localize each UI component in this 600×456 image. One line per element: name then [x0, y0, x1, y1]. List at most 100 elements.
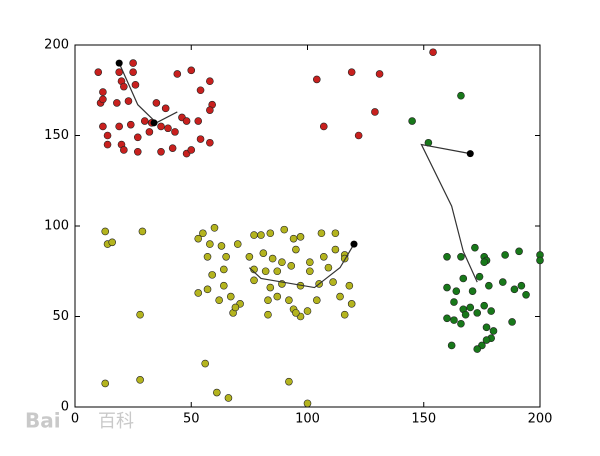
centroid-path — [248, 243, 355, 289]
scatter-point — [208, 271, 216, 279]
scatter-point — [319, 122, 328, 131]
scatter-point — [173, 70, 182, 78]
scatter-point — [199, 229, 207, 238]
scatter-point — [217, 242, 226, 250]
scatter-point — [215, 296, 223, 305]
scatter-point — [210, 224, 219, 232]
scatter-point — [250, 276, 258, 285]
scatter-point — [196, 135, 205, 143]
scatter-point — [259, 249, 268, 257]
scatter-point — [196, 86, 205, 95]
y-tick-label: 100 — [44, 219, 69, 234]
scatter-point — [203, 252, 212, 261]
scatter-point — [347, 300, 356, 308]
scatter-point — [124, 97, 133, 105]
scatter-point — [347, 68, 356, 76]
x-tick-label: 0 — [71, 412, 79, 427]
scatter-point — [408, 117, 416, 125]
scatter-point — [157, 122, 165, 131]
scatter-point — [482, 336, 491, 344]
scatter-point — [133, 147, 142, 156]
scatter-point — [443, 283, 451, 292]
scatter-point — [226, 292, 235, 301]
scatter-point — [264, 296, 272, 305]
scatter-point — [306, 258, 314, 267]
scatter-point — [266, 283, 275, 292]
scatter-point — [206, 240, 214, 248]
scatter-point — [303, 399, 312, 408]
scatter-point — [233, 240, 242, 248]
scatter-point — [340, 310, 349, 319]
y-tick-label: 50 — [52, 309, 69, 324]
scatter-point — [94, 68, 103, 76]
scatter-point — [273, 292, 282, 301]
scatter-point — [131, 81, 140, 89]
scatter-point — [99, 95, 107, 104]
x-tick-label: 150 — [411, 412, 436, 427]
scatter-point — [473, 309, 482, 317]
scatter-point — [468, 287, 477, 295]
scatter-point — [161, 104, 170, 113]
scatter-point — [452, 287, 461, 295]
scatter-point — [354, 131, 363, 140]
scatter-point — [220, 265, 228, 274]
scatter-point — [194, 234, 203, 243]
scatter-point — [194, 117, 203, 125]
scatter-point — [317, 229, 326, 238]
scatter-point — [429, 48, 437, 57]
scatter-point — [480, 258, 489, 267]
scatter-point — [136, 310, 144, 319]
scatter-point — [466, 303, 475, 312]
scatter-point — [289, 234, 298, 243]
scatter-point — [489, 327, 498, 335]
scatter-point — [345, 281, 354, 290]
scatter-point — [127, 120, 135, 129]
scatter-point — [536, 256, 544, 265]
centroid — [150, 119, 158, 127]
y-tick-label: 200 — [44, 38, 69, 53]
scatter-point — [331, 245, 340, 254]
scatter-point — [220, 281, 228, 290]
scatter-point — [157, 147, 165, 156]
scatter-point — [99, 122, 107, 131]
scatter-point — [108, 238, 116, 247]
scatter-point — [101, 379, 110, 388]
scatter-point — [443, 252, 451, 261]
scatter-point — [522, 290, 530, 299]
scatter-point — [501, 251, 509, 259]
scatter-point — [447, 341, 456, 350]
x-tick-label: 50 — [183, 412, 200, 427]
scatter-point — [203, 285, 212, 294]
scatter-point — [222, 252, 230, 261]
scatter-point — [113, 99, 121, 107]
x-tick-label: 100 — [295, 412, 320, 427]
scatter-point — [268, 254, 277, 263]
scatter-point — [371, 108, 379, 116]
y-tick-label: 0 — [61, 400, 69, 415]
scatter-point — [457, 91, 465, 100]
scatter-point — [120, 82, 128, 91]
scatter-point — [140, 117, 149, 125]
scatter-point — [245, 252, 254, 261]
scatter-point — [461, 310, 470, 319]
y-tick-label: 150 — [44, 128, 69, 143]
scatter-point — [187, 146, 196, 154]
watermark: Bai — [25, 409, 61, 433]
scatter-point — [145, 128, 154, 136]
scatter-point — [287, 262, 296, 270]
scatter-point — [510, 285, 519, 294]
scatter-point — [266, 229, 275, 238]
scatter-point — [250, 231, 258, 239]
scatter-point — [487, 307, 495, 315]
scatter-point — [324, 263, 333, 272]
scatter-point — [164, 124, 172, 133]
scatter-point — [336, 292, 344, 301]
scatter-point — [257, 231, 265, 239]
scatter-point — [152, 99, 161, 107]
scatter-point — [471, 243, 479, 252]
scatter-point — [171, 128, 179, 136]
scatter-point — [375, 70, 384, 78]
scatter-point — [331, 229, 340, 238]
scatter-point — [498, 278, 507, 286]
